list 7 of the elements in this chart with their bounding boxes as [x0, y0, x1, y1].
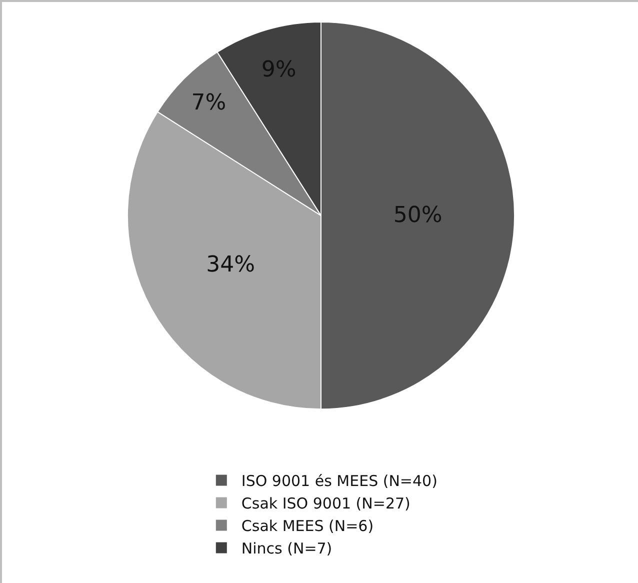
legend-label: Csak MEES (N=6) — [241, 517, 374, 536]
legend-label: Nincs (N=7) — [241, 540, 332, 558]
legend-label: Csak ISO 9001 (N=27) — [241, 494, 410, 513]
data-label: 7% — [191, 90, 226, 116]
data-label: 50% — [393, 203, 442, 228]
legend-label: ISO 9001 és MEES (N=40) — [241, 472, 438, 490]
data-label: 34% — [206, 252, 256, 278]
